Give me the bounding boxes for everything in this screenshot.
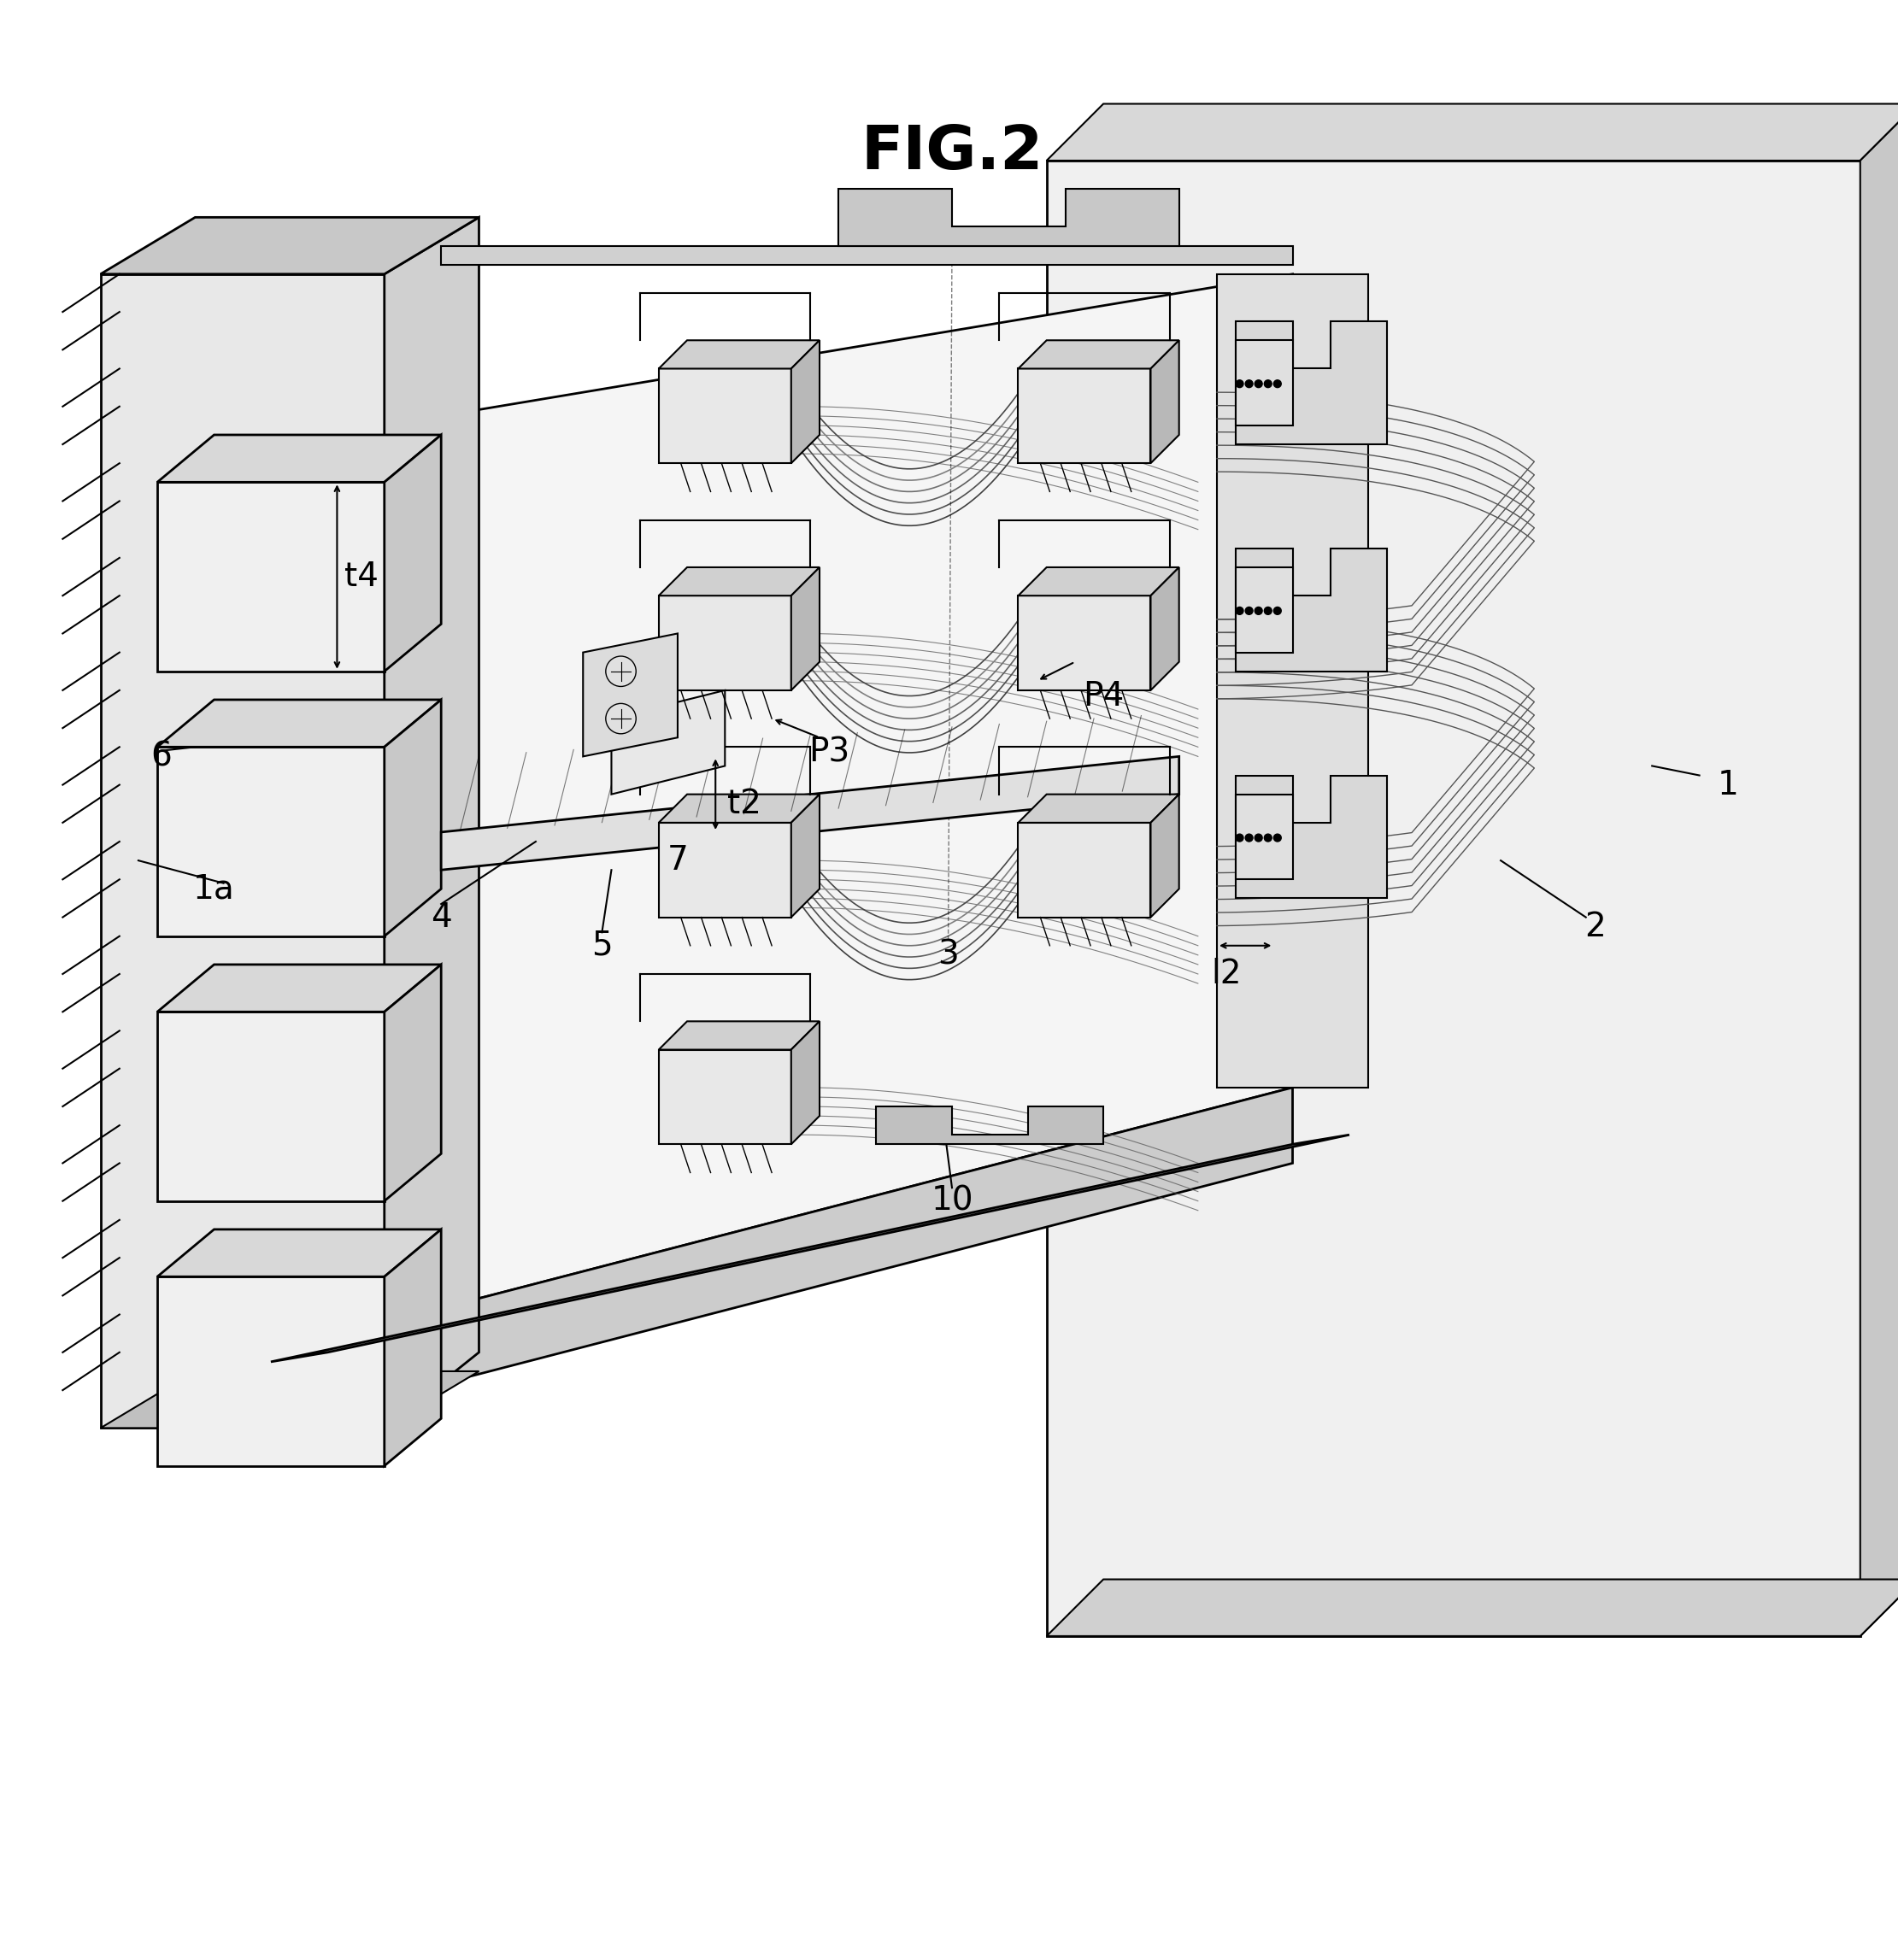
Polygon shape [1236,549,1388,672]
Polygon shape [442,756,1179,871]
Polygon shape [442,245,1293,265]
Polygon shape [1236,341,1293,425]
Polygon shape [270,1136,1350,1362]
Polygon shape [385,434,442,672]
Text: l2: l2 [1211,958,1241,990]
Polygon shape [792,1021,819,1143]
Polygon shape [1217,275,1369,1087]
Polygon shape [1150,341,1179,464]
Polygon shape [385,699,442,937]
Polygon shape [158,1229,442,1276]
Polygon shape [101,1371,480,1428]
Polygon shape [792,567,819,690]
Text: t4: t4 [345,561,379,592]
Polygon shape [158,1276,385,1465]
Polygon shape [1860,103,1904,1636]
Polygon shape [1047,1580,1904,1636]
Polygon shape [1150,567,1179,690]
Polygon shape [611,690,725,795]
Text: 4: 4 [430,902,451,933]
Polygon shape [792,795,819,918]
Polygon shape [659,368,792,464]
Polygon shape [385,1229,442,1465]
Text: 3: 3 [937,939,960,972]
Circle shape [1245,608,1253,614]
Circle shape [1236,834,1243,842]
Polygon shape [1019,368,1150,464]
Circle shape [1274,834,1281,842]
Circle shape [1245,380,1253,388]
Circle shape [1255,380,1262,388]
Polygon shape [1019,596,1150,690]
Polygon shape [158,483,385,672]
Polygon shape [659,795,819,822]
Circle shape [1236,608,1243,614]
Text: 10: 10 [931,1184,973,1218]
Polygon shape [1236,567,1293,653]
Circle shape [1264,608,1272,614]
Text: 5: 5 [592,929,613,962]
Polygon shape [659,596,792,690]
Text: 1: 1 [1717,769,1738,801]
Polygon shape [792,341,819,464]
Polygon shape [583,633,678,756]
Polygon shape [1019,822,1150,918]
Text: P4: P4 [1083,680,1123,713]
Polygon shape [1236,795,1293,879]
Polygon shape [659,341,819,368]
Polygon shape [385,218,480,1428]
Polygon shape [1047,103,1904,160]
Text: P3: P3 [809,736,849,769]
Circle shape [1274,380,1281,388]
Polygon shape [385,964,442,1202]
Circle shape [1255,834,1262,842]
Circle shape [605,703,636,734]
Text: t2: t2 [727,787,762,820]
Polygon shape [1019,567,1179,596]
Polygon shape [1150,795,1179,918]
Polygon shape [1236,321,1388,444]
Polygon shape [659,1021,819,1050]
Text: 1a: 1a [192,873,234,906]
Polygon shape [158,1011,385,1202]
Polygon shape [876,1106,1104,1143]
Polygon shape [158,746,385,937]
Polygon shape [101,218,480,275]
Polygon shape [270,275,1293,1352]
Circle shape [1274,608,1281,614]
Circle shape [1264,380,1272,388]
Text: 6: 6 [150,740,171,773]
Text: FIG.2: FIG.2 [861,123,1043,181]
Circle shape [1236,380,1243,388]
Polygon shape [1047,160,1860,1636]
Text: 7: 7 [666,843,687,877]
Polygon shape [270,1087,1293,1428]
Polygon shape [838,189,1179,245]
Polygon shape [101,275,385,1428]
Polygon shape [1236,775,1388,898]
Polygon shape [1019,341,1179,368]
Polygon shape [158,964,442,1011]
Polygon shape [158,699,442,746]
Circle shape [605,656,636,686]
Polygon shape [659,1050,792,1143]
Polygon shape [158,434,442,483]
Circle shape [1264,834,1272,842]
Polygon shape [1019,795,1179,822]
Circle shape [1255,608,1262,614]
Polygon shape [659,822,792,918]
Circle shape [1245,834,1253,842]
Text: 2: 2 [1584,910,1605,943]
Polygon shape [659,567,819,596]
